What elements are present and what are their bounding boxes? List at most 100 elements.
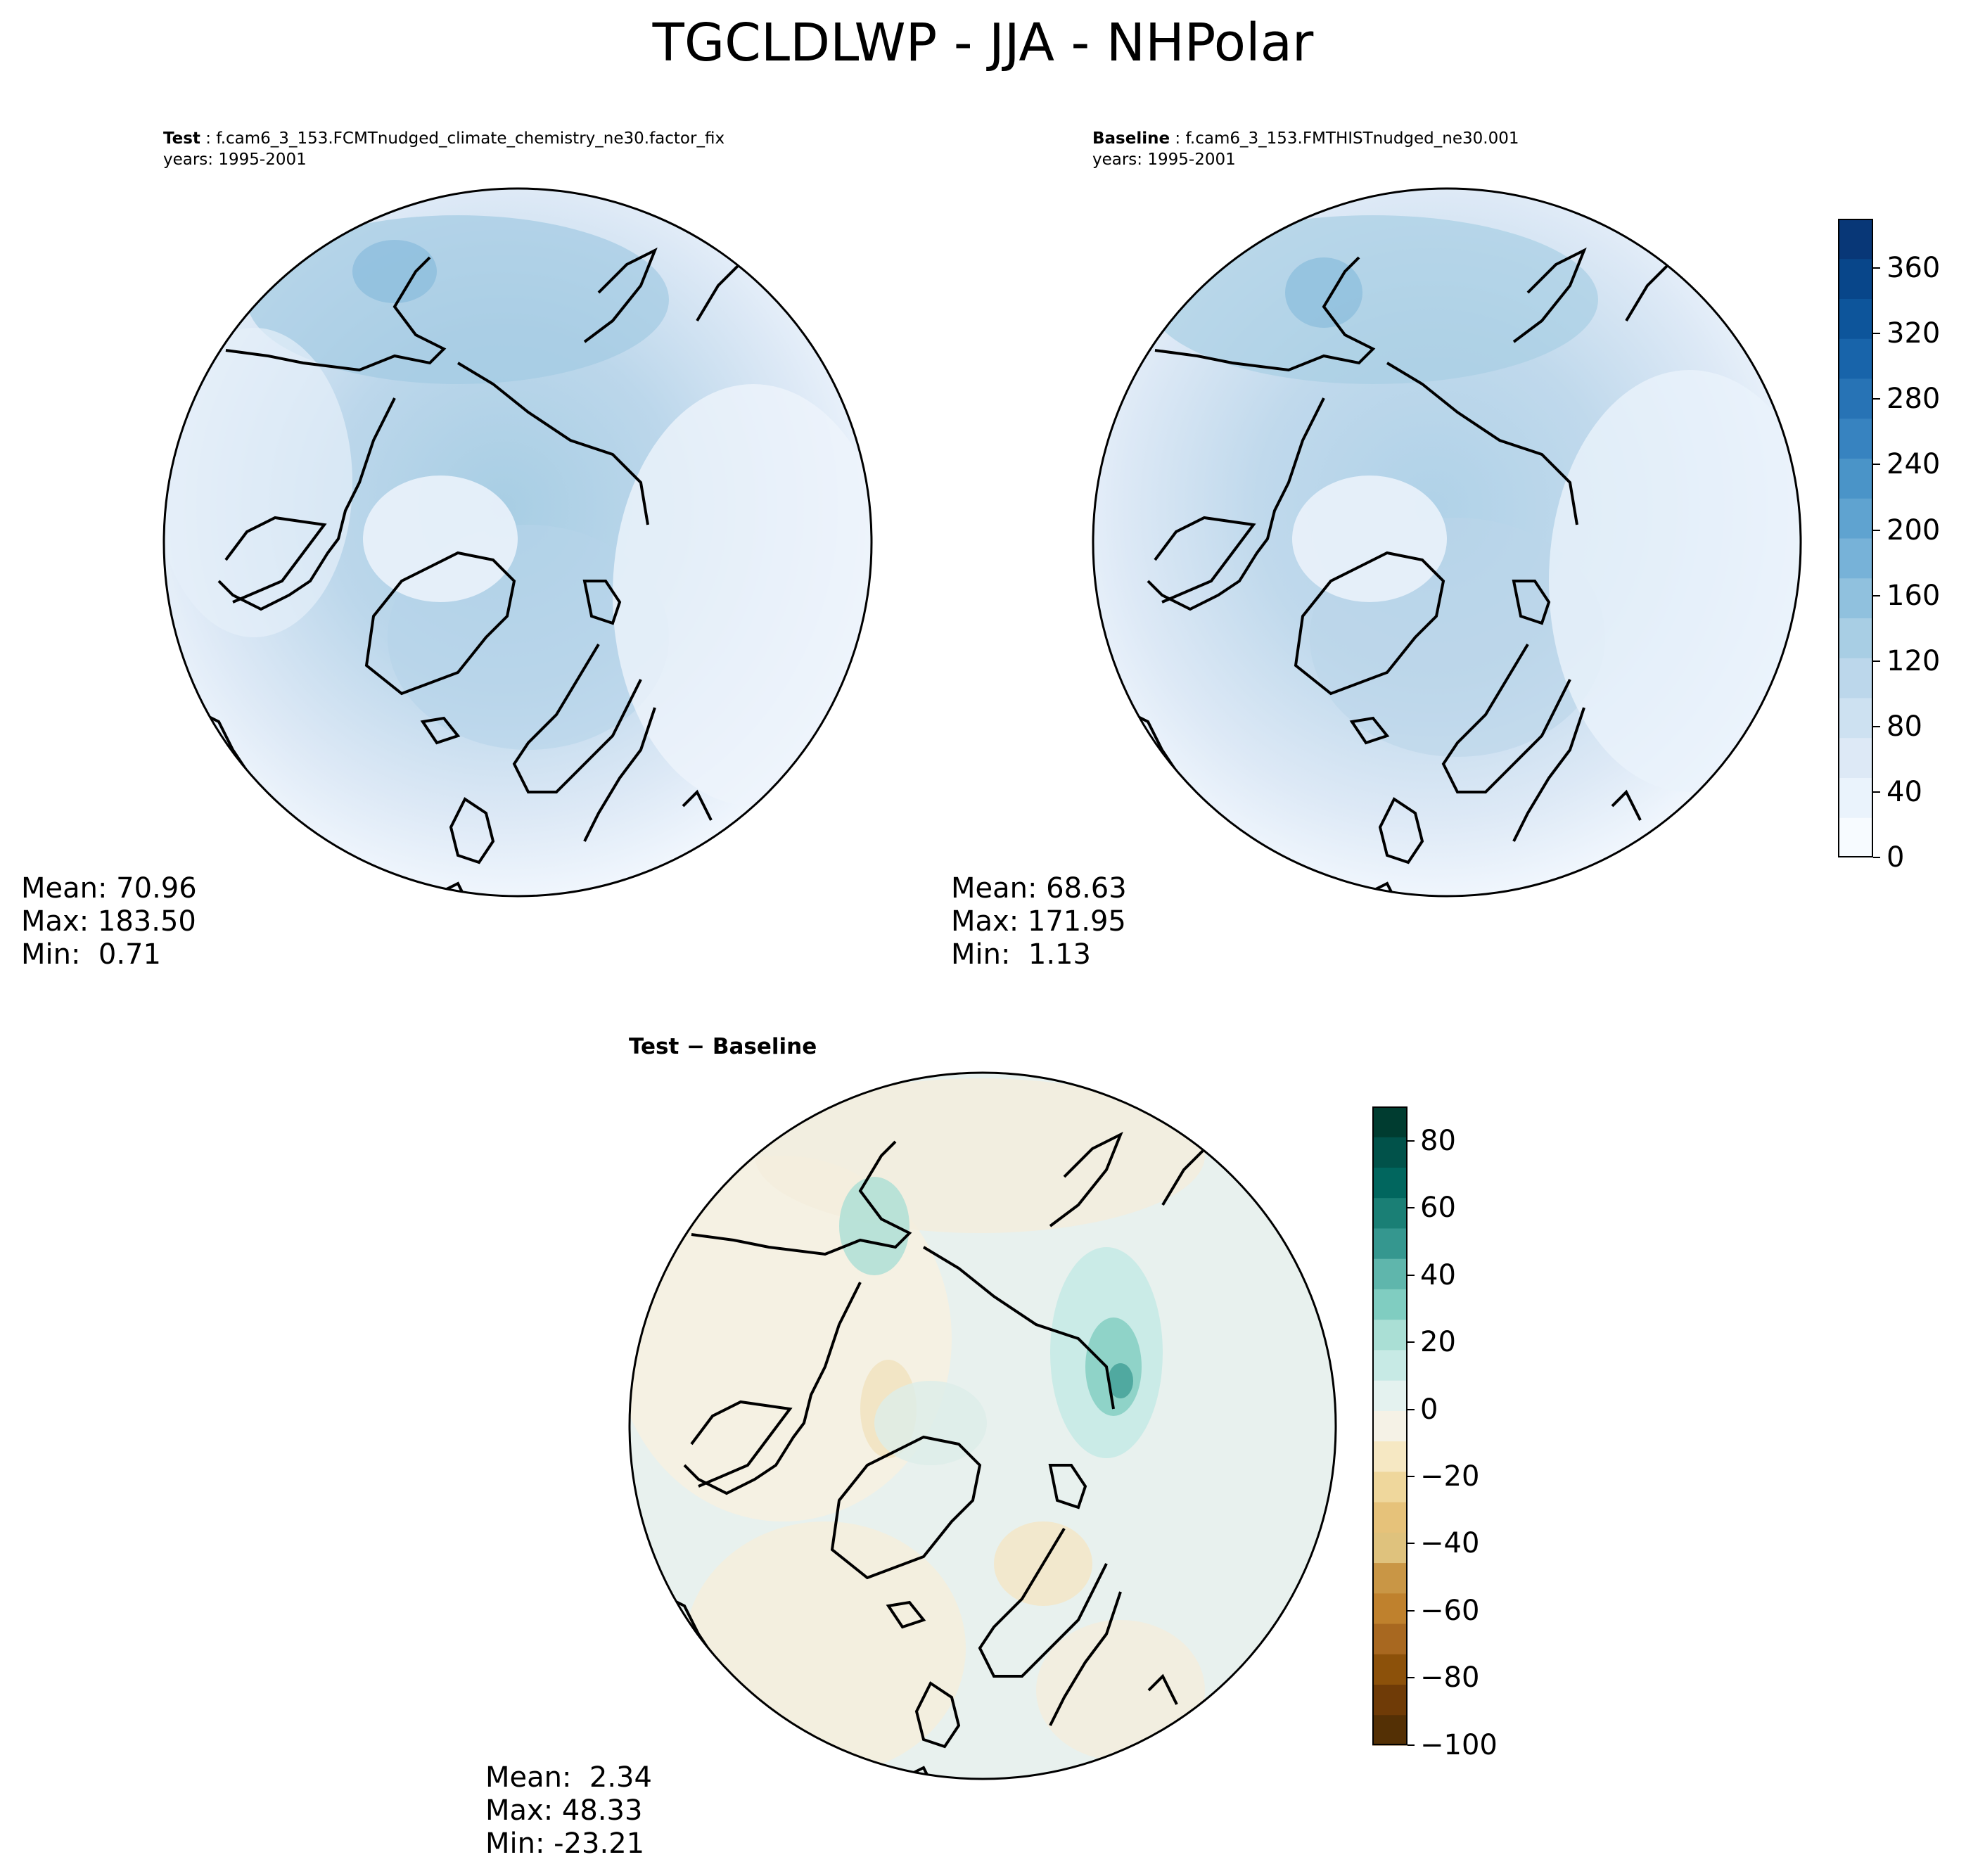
main-colorbar-tick-label: 0	[1887, 841, 1905, 874]
diff-colorbar-swatch	[1372, 1289, 1408, 1320]
main-colorbar-swatch	[1838, 338, 1873, 379]
main-colorbar-swatch	[1838, 258, 1873, 299]
main-colorbar-swatch	[1838, 458, 1873, 499]
baseline-max: Max: 171.95	[951, 905, 1126, 938]
main-colorbar-tick-mark	[1873, 660, 1880, 662]
main-colorbar-tick-mark	[1873, 464, 1880, 466]
baseline-coastlines	[1119, 242, 1755, 896]
diff-colorbar-swatch	[1372, 1319, 1408, 1351]
test-min: Min: 0.71	[21, 938, 161, 971]
main-colorbar-svg	[1838, 219, 1873, 858]
diff-colorbar-swatch	[1372, 1471, 1408, 1502]
main-colorbar-tick-label: 40	[1887, 775, 1922, 808]
main-colorbar-tick-mark	[1873, 267, 1880, 269]
test-max: Max: 183.50	[21, 905, 196, 938]
diff-colorbar-tick-mark	[1408, 1341, 1415, 1344]
diff-colorbar-tick-mark	[1408, 1476, 1415, 1477]
main-colorbar-tick-label: 120	[1887, 644, 1941, 677]
main-colorbar-tick-mark	[1873, 529, 1880, 531]
main-colorbar-tick-mark	[1873, 857, 1880, 858]
diff-colorbar-swatch	[1372, 1623, 1408, 1654]
baseline-case-header: Baseline : f.cam6_3_153.FMTHISTnudged_ne…	[1092, 129, 1519, 169]
test-map-svg	[162, 187, 873, 898]
diff-colorbar-swatch	[1372, 1137, 1408, 1168]
diff-colorbar-swatch	[1372, 1227, 1408, 1259]
main-colorbar-swatch	[1838, 219, 1873, 260]
main-colorbar-tick-label: 80	[1887, 710, 1922, 743]
main-colorbar-swatch	[1838, 418, 1873, 459]
diff-colorbar-swatch	[1372, 1258, 1408, 1289]
diff-colorbar-swatch	[1372, 1714, 1408, 1746]
diff-title: Test − Baseline	[629, 1034, 817, 1059]
diff-colorbar-tick-label: −20	[1420, 1460, 1480, 1493]
main-colorbar-swatch	[1838, 817, 1873, 858]
main-colorbar-tick-mark	[1873, 791, 1880, 793]
diff-colorbar-swatch	[1372, 1410, 1408, 1442]
diff-colorbar-tick-label: −100	[1420, 1728, 1498, 1761]
main-colorbar-swatch	[1838, 618, 1873, 658]
test-map	[162, 187, 873, 898]
diff-mean: Mean: 2.34	[485, 1761, 652, 1794]
main-colorbar-swatch	[1838, 378, 1873, 419]
diff-colorbar-swatch	[1372, 1106, 1408, 1137]
diff-colorbar-swatch	[1372, 1197, 1408, 1229]
diff-colorbar-swatch	[1372, 1532, 1408, 1564]
diff-colorbar-tick-mark	[1408, 1140, 1415, 1142]
diff-colorbar-tick-label: −60	[1420, 1594, 1480, 1627]
main-colorbar-tick-label: 240	[1887, 448, 1941, 481]
main-colorbar-tick-mark	[1873, 333, 1880, 335]
diff-colorbar-tick-label: −40	[1420, 1527, 1480, 1560]
diff-map	[628, 1071, 1337, 1780]
diff-colorbar-tick-label: 20	[1420, 1326, 1456, 1359]
test-label: Test	[163, 129, 200, 148]
diff-colorbar-swatch	[1372, 1167, 1408, 1199]
main-colorbar-swatch	[1838, 298, 1873, 339]
diff-colorbar-tick-mark	[1408, 1408, 1415, 1410]
diff-colorbar-swatch	[1372, 1562, 1408, 1594]
main-colorbar-tick-mark	[1873, 725, 1880, 727]
diff-colorbar-tick-label: 80	[1420, 1125, 1456, 1157]
diff-stats: Mean: 2.34 Max: 48.33 Min: -23.21	[485, 1761, 652, 1861]
diff-colorbar-swatch	[1372, 1593, 1408, 1624]
main-colorbar-tick-mark	[1873, 594, 1880, 596]
diff-colorbar	[1372, 1106, 1408, 1746]
baseline-map	[1092, 187, 1802, 898]
diff-colorbar-tick-label: −80	[1420, 1661, 1480, 1695]
diff-colorbar-svg	[1372, 1106, 1408, 1746]
baseline-stats: Mean: 68.63 Max: 171.95 Min: 1.13	[951, 872, 1127, 971]
test-stats: Mean: 70.96 Max: 183.50 Min: 0.71	[21, 872, 197, 971]
diff-colorbar-tick-mark	[1408, 1207, 1415, 1209]
main-colorbar-tick-label: 360	[1887, 252, 1941, 285]
diff-colorbar-swatch	[1372, 1502, 1408, 1533]
diff-colorbar-tick-label: 0	[1420, 1393, 1438, 1426]
main-colorbar-swatch	[1838, 698, 1873, 739]
main-colorbar-tick-label: 320	[1887, 317, 1941, 350]
baseline-case-name: f.cam6_3_153.FMTHISTnudged_ne30.001	[1185, 129, 1519, 148]
baseline-mean: Mean: 68.63	[951, 872, 1127, 905]
test-years: years: 1995-2001	[163, 151, 307, 169]
baseline-map-svg	[1092, 187, 1802, 898]
diff-colorbar-swatch	[1372, 1654, 1408, 1685]
diff-colorbar-tick-mark	[1408, 1677, 1415, 1679]
main-colorbar-swatch	[1838, 498, 1873, 539]
main-colorbar-swatch	[1838, 538, 1873, 579]
main-colorbar	[1838, 219, 1873, 858]
diff-colorbar-tick-mark	[1408, 1543, 1415, 1545]
diff-colorbar-tick-mark	[1408, 1609, 1415, 1612]
diff-colorbar-tick-label: 60	[1420, 1192, 1456, 1225]
diff-colorbar-swatch	[1372, 1684, 1408, 1716]
baseline-label: Baseline	[1092, 129, 1170, 148]
main-colorbar-swatch	[1838, 658, 1873, 698]
diff-colorbar-swatch	[1372, 1441, 1408, 1472]
figure-title: TGCLDLWP - JJA - NHPolar	[652, 13, 1314, 73]
diff-colorbar-swatch	[1372, 1349, 1408, 1381]
test-case-header: Test : f.cam6_3_153.FCMTnudged_climate_c…	[163, 129, 725, 169]
baseline-min: Min: 1.13	[951, 938, 1091, 971]
baseline-years: years: 1995-2001	[1092, 151, 1236, 169]
test-coastlines	[190, 242, 826, 896]
main-colorbar-tick-label: 280	[1887, 383, 1941, 416]
main-colorbar-swatch	[1838, 777, 1873, 818]
diff-map-svg	[628, 1071, 1337, 1780]
diff-min: Min: -23.21	[485, 1827, 645, 1860]
diff-colorbar-tick-mark	[1408, 1274, 1415, 1276]
